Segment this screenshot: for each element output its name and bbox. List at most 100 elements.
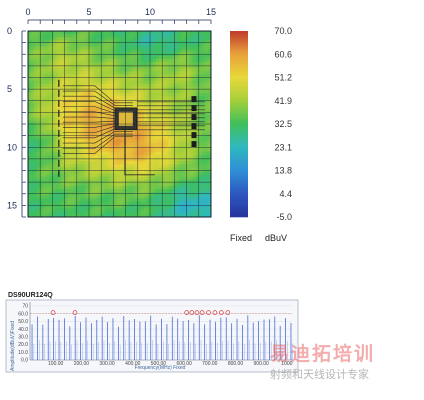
heat-cell xyxy=(70,158,75,162)
heat-cell xyxy=(137,142,142,147)
heat-cell xyxy=(128,83,133,88)
heat-cell xyxy=(168,89,172,94)
heat-cell xyxy=(134,158,139,162)
heat-cell xyxy=(37,201,41,205)
heat-cell xyxy=(171,189,175,193)
heat-cell xyxy=(82,89,87,94)
heat-cell xyxy=(76,83,81,88)
heat-cell xyxy=(159,195,163,199)
heat-cell xyxy=(46,198,50,202)
heat-cell xyxy=(85,155,90,159)
heat-cell xyxy=(122,74,126,78)
heat-cell xyxy=(174,182,178,187)
heat-cell xyxy=(52,182,56,187)
heat-cell xyxy=(207,133,212,137)
heat-cell xyxy=(85,133,90,137)
heat-cell xyxy=(104,167,108,171)
heat-cell xyxy=(140,49,145,54)
heat-cell xyxy=(156,195,160,199)
heat-cell xyxy=(95,55,99,60)
heat-cell xyxy=(43,148,47,153)
heat-cell xyxy=(28,31,32,35)
heat-cell xyxy=(165,167,169,171)
heat-cell xyxy=(49,213,53,218)
heat-cell xyxy=(107,213,111,218)
heat-cell xyxy=(70,179,75,184)
heat-cell xyxy=(143,37,148,41)
heat-cell xyxy=(92,148,96,153)
heat-cell xyxy=(70,170,75,174)
heat-cell xyxy=(186,151,191,156)
heat-cell xyxy=(37,71,41,75)
heat-cell xyxy=(171,83,175,88)
heat-cell xyxy=(140,55,145,60)
heat-cell xyxy=(85,164,90,168)
heat-cell xyxy=(174,108,178,112)
heat-cell xyxy=(58,207,62,212)
heat-cell xyxy=(28,142,32,147)
heat-cell xyxy=(171,201,175,205)
heat-cell xyxy=(165,151,169,156)
heat-cell xyxy=(174,130,178,134)
heat-cell xyxy=(73,155,78,159)
heat-cell xyxy=(192,49,197,54)
heat-cell xyxy=(119,86,123,91)
heat-cell xyxy=(98,49,102,54)
heat-cell xyxy=(131,161,136,165)
heat-cell xyxy=(52,142,56,147)
heat-cell xyxy=(140,102,145,106)
y-tick-label: 10 xyxy=(7,142,17,152)
heat-cell xyxy=(189,139,194,143)
heat-cell xyxy=(128,176,133,181)
heat-cell xyxy=(89,182,93,187)
heat-cell xyxy=(89,155,93,159)
spec-x-tick-label: 1000 xyxy=(281,361,292,367)
colorbar-segment xyxy=(230,130,248,133)
heat-cell xyxy=(186,65,191,69)
pcb-pad xyxy=(191,114,197,121)
heat-cell xyxy=(104,102,108,106)
heat-cell xyxy=(76,31,81,35)
heat-cell xyxy=(46,201,50,205)
heat-cell xyxy=(156,186,160,190)
heat-cell xyxy=(146,77,151,81)
heat-cell xyxy=(104,43,108,47)
heat-cell xyxy=(119,210,123,215)
heat-cell xyxy=(113,49,117,54)
heat-cell xyxy=(116,37,120,41)
heat-cell xyxy=(79,34,84,38)
heat-cell xyxy=(70,89,75,94)
heat-cell xyxy=(192,189,197,193)
heat-cell xyxy=(43,130,47,134)
heat-cell xyxy=(101,46,105,50)
heat-cell xyxy=(168,34,172,38)
heat-cell xyxy=(52,117,56,122)
heat-cell xyxy=(156,133,160,137)
heat-cell xyxy=(70,133,75,137)
heat-cell xyxy=(92,164,96,168)
heat-cell xyxy=(58,58,62,63)
heat-cell xyxy=(92,136,96,140)
heat-cell xyxy=(40,161,44,165)
heat-cell xyxy=(64,40,69,44)
heat-cell xyxy=(201,77,206,81)
spec-x-tick-label: 400.00 xyxy=(125,361,141,367)
heat-cell xyxy=(165,158,169,162)
heat-cell xyxy=(31,105,35,109)
colorbar-segment xyxy=(230,202,248,205)
heat-cell xyxy=(186,167,191,171)
heat-cell xyxy=(34,105,38,109)
heat-cell xyxy=(76,198,81,202)
heat-cell xyxy=(85,210,90,215)
heat-cell xyxy=(76,210,81,215)
heat-cell xyxy=(150,198,154,202)
heat-cell xyxy=(171,164,175,168)
heat-cell xyxy=(125,89,130,94)
heat-cell xyxy=(89,77,93,81)
colorbar-label: 51.2 xyxy=(274,73,292,83)
heat-cell xyxy=(101,120,105,125)
heat-cell xyxy=(189,161,194,165)
peak-marker xyxy=(199,310,205,315)
heat-cell xyxy=(64,71,69,75)
heat-cell xyxy=(137,37,142,41)
